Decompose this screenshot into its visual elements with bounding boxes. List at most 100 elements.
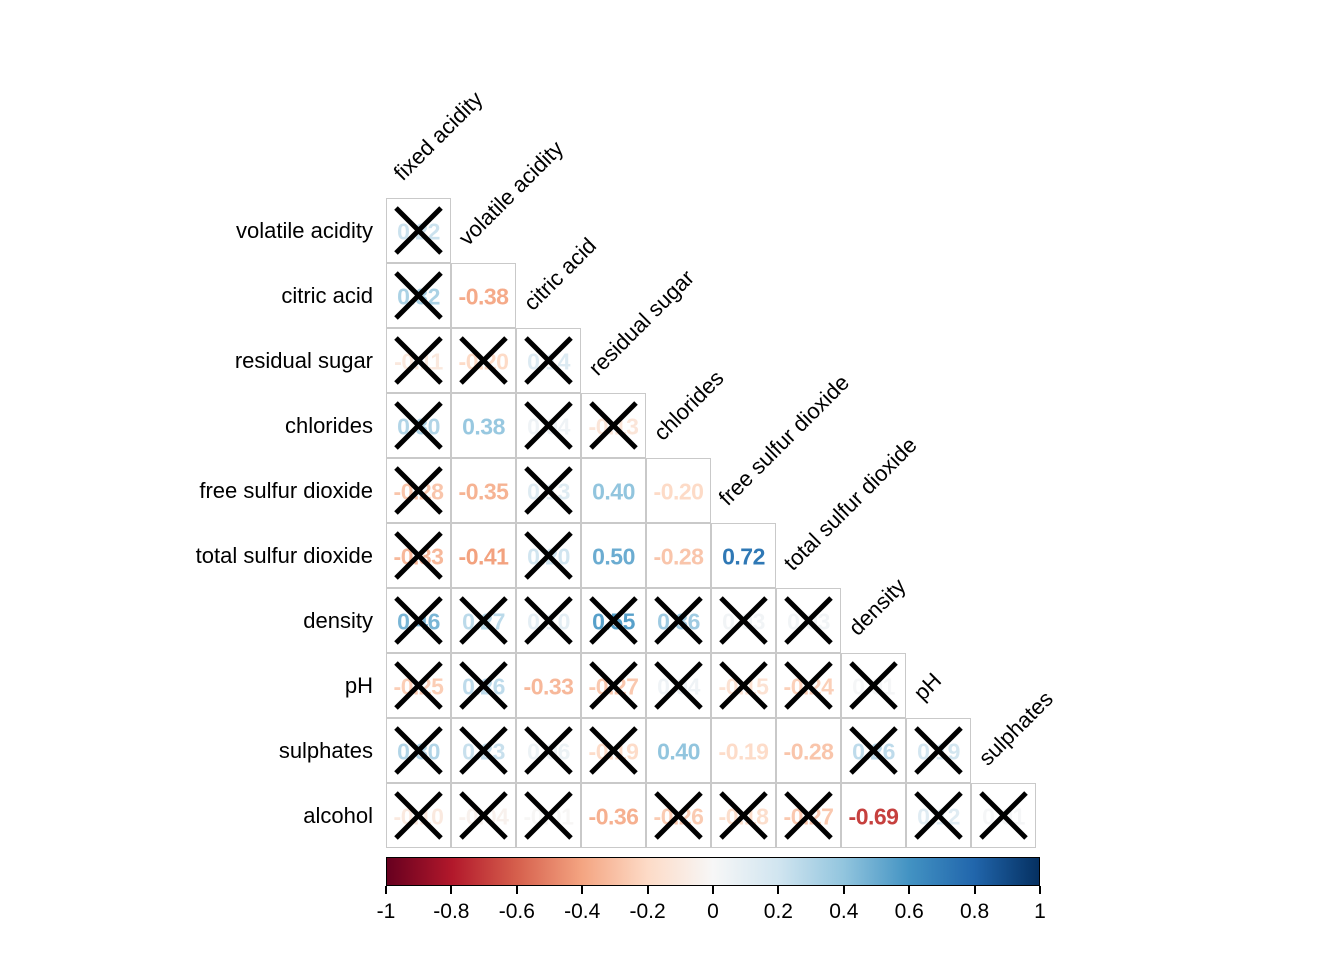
corr-cell (386, 198, 451, 263)
corr-cell (646, 523, 711, 588)
not-significant-cross-icon (459, 791, 508, 840)
not-significant-cross-icon (524, 596, 573, 645)
corr-cell (776, 653, 841, 718)
not-significant-cross-icon (589, 596, 638, 645)
corr-value: 0.40 (592, 478, 635, 504)
row-label-alcohol: alcohol (303, 803, 373, 828)
colorbar-tick-label: 0.6 (894, 900, 924, 923)
corr-cell (581, 653, 646, 718)
corr-cell (516, 653, 581, 718)
col-label-fixed-acidity: fixed acidity (388, 86, 488, 186)
row-label-chlorides: chlorides (284, 413, 373, 438)
colorbar-tick-label: 0 (707, 900, 719, 923)
corr-value: -0.35 (458, 478, 509, 504)
corr-cell (711, 783, 776, 848)
corr-cell (386, 328, 451, 393)
not-significant-cross-icon (849, 661, 898, 710)
corr-value: -0.28 (653, 543, 704, 569)
col-label-citric-acid: citric acid (518, 232, 602, 316)
corr-cell (451, 263, 516, 328)
col-label-volatile-acidity: volatile acidity (453, 135, 569, 251)
corr-cell (776, 588, 841, 653)
corr-cell (386, 653, 451, 718)
corr-cell (776, 718, 841, 783)
not-significant-cross-icon (719, 596, 768, 645)
corr-value: -0.36 (588, 803, 639, 829)
corr-cell (711, 588, 776, 653)
corr-cell (581, 393, 646, 458)
not-significant-cross-icon (654, 791, 703, 840)
colorbar-tick (646, 886, 649, 894)
row-label-citric-acid: citric acid (281, 283, 373, 308)
corr-cell (906, 783, 971, 848)
col-label-density: density (843, 573, 911, 641)
row-label-residual-sugar: residual sugar (234, 348, 373, 373)
not-significant-cross-icon (394, 466, 443, 515)
corr-value: -0.38 (458, 283, 509, 309)
not-significant-cross-icon (524, 531, 573, 580)
not-significant-cross-icon (979, 791, 1028, 840)
colorbar-tick (777, 886, 780, 894)
row-label-sulphates: sulphates (278, 738, 373, 763)
colorbar-tick (712, 886, 714, 894)
corr-value: -0.41 (458, 543, 509, 569)
corr-value: -0.33 (523, 673, 574, 699)
not-significant-cross-icon (589, 401, 638, 450)
corr-value: -0.28 (783, 738, 834, 764)
corr-cell (451, 718, 516, 783)
not-significant-cross-icon (784, 661, 833, 710)
col-label-total-sulfur-dioxide: total sulfur dioxide (778, 432, 922, 576)
col-label-sulphates: sulphates (973, 686, 1058, 771)
corr-cell (451, 328, 516, 393)
corr-value: -0.20 (653, 478, 704, 504)
corr-cell (451, 523, 516, 588)
not-significant-cross-icon (524, 336, 573, 385)
colorbar-tick-label: -0.2 (629, 900, 666, 923)
not-significant-cross-icon (394, 271, 443, 320)
corr-cell (451, 783, 516, 848)
not-significant-cross-icon (394, 531, 443, 580)
corr-cell (516, 718, 581, 783)
not-significant-cross-icon (589, 661, 638, 710)
corr-value: 0.50 (592, 543, 635, 569)
not-significant-cross-icon (394, 206, 443, 255)
corr-cell (386, 393, 451, 458)
not-significant-cross-icon (524, 726, 573, 775)
col-label-free-sulfur-dioxide: free sulfur dioxide (713, 369, 855, 511)
not-significant-cross-icon (459, 596, 508, 645)
not-significant-cross-icon (784, 791, 833, 840)
colorbar-tick-label: -1 (376, 900, 396, 923)
colorbar-tick (385, 886, 387, 894)
corr-cell (386, 588, 451, 653)
not-significant-cross-icon (914, 726, 963, 775)
not-significant-cross-icon (849, 726, 898, 775)
colorbar-tick-label: -0.4 (564, 900, 601, 923)
not-significant-cross-icon (654, 596, 703, 645)
not-significant-cross-icon (719, 661, 768, 710)
corr-cell (581, 718, 646, 783)
corr-cell (581, 588, 646, 653)
not-significant-cross-icon (914, 791, 963, 840)
corr-cell (386, 523, 451, 588)
row-label-pH: pH (344, 673, 373, 698)
corr-value: 0.38 (462, 413, 505, 439)
corr-value: 0.72 (722, 543, 765, 569)
colorbar-tick (842, 886, 845, 894)
colorbar-tick (973, 886, 976, 894)
colorbar-tick (581, 886, 584, 894)
corr-value: -0.19 (718, 738, 769, 764)
corr-cell (646, 653, 711, 718)
corr-cell (451, 588, 516, 653)
not-significant-cross-icon (394, 596, 443, 645)
corr-cell (451, 393, 516, 458)
corr-cell (451, 653, 516, 718)
colorbar-tick (515, 886, 518, 894)
not-significant-cross-icon (394, 726, 443, 775)
colorbar-tick-label: 0.4 (829, 900, 859, 923)
corr-cell (516, 458, 581, 523)
row-label-free-sulfur-dioxide: free sulfur dioxide (199, 478, 373, 503)
corr-cell (711, 718, 776, 783)
not-significant-cross-icon (459, 726, 508, 775)
not-significant-cross-icon (459, 661, 508, 710)
corr-value: 0.40 (657, 738, 700, 764)
